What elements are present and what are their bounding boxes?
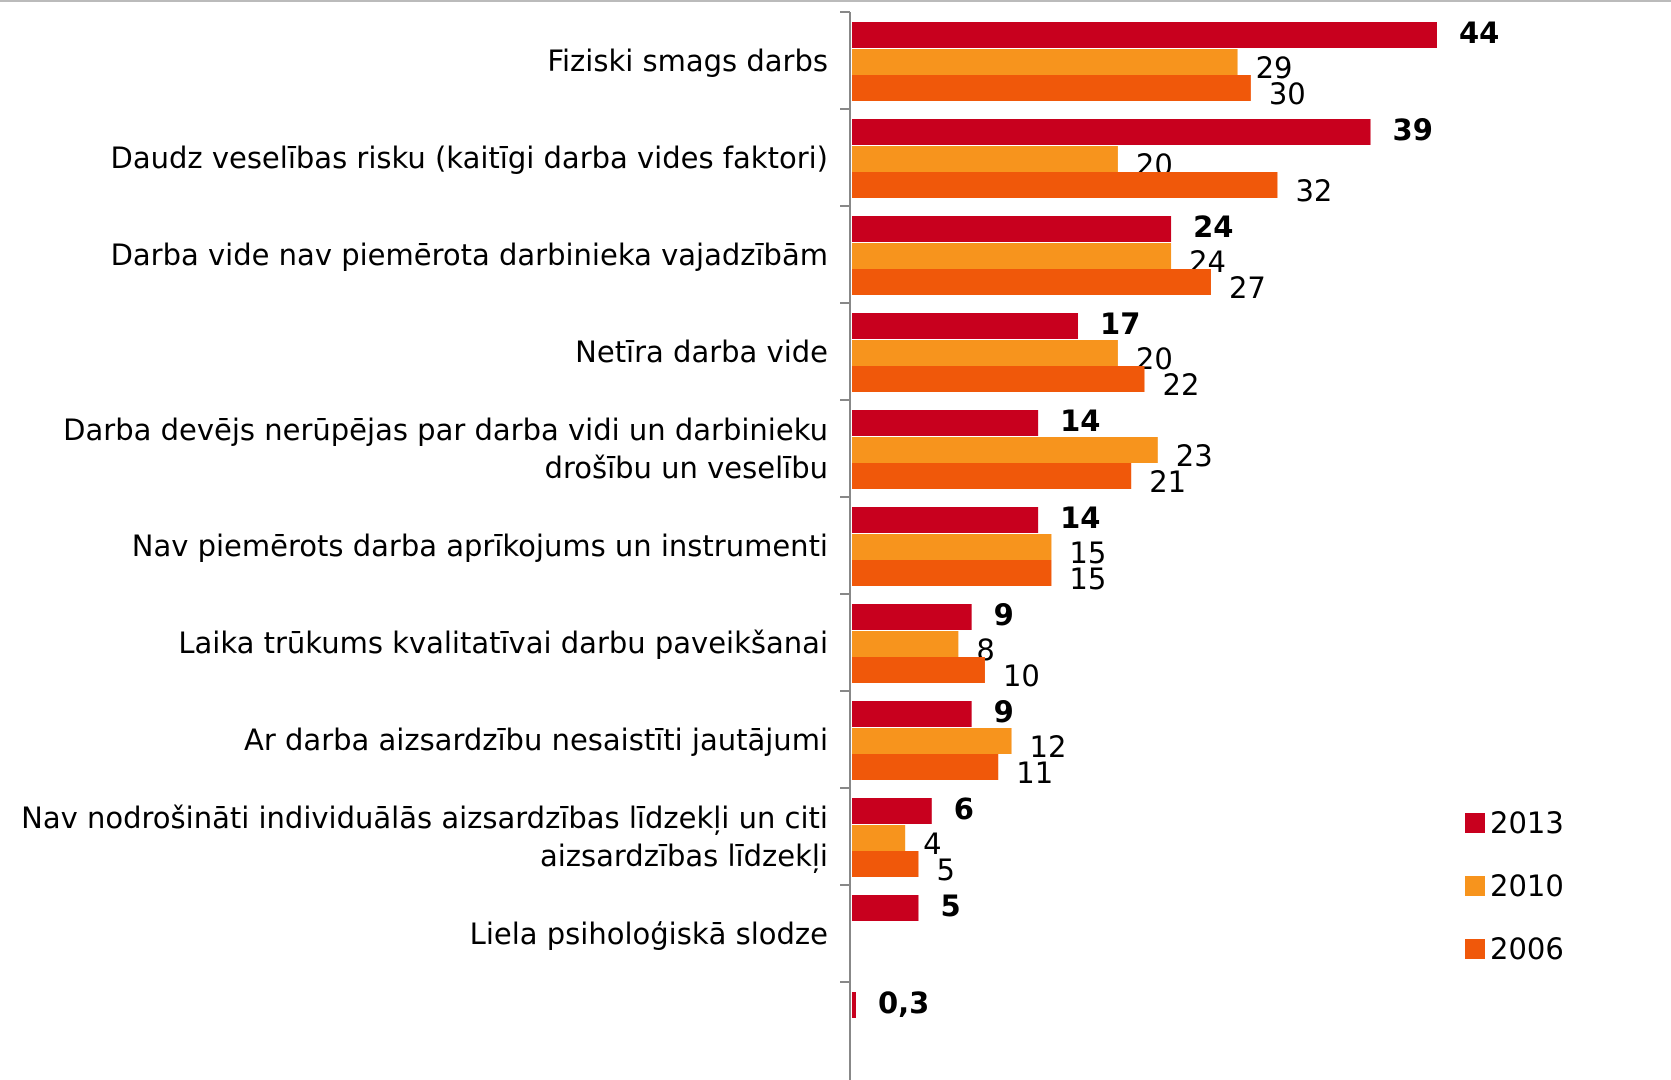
bar: [852, 754, 999, 780]
bar: [852, 507, 1039, 533]
legend-swatch: [1465, 813, 1485, 833]
bar: [852, 313, 1079, 339]
bar: [852, 216, 1172, 242]
legend-label: 2010: [1490, 869, 1564, 903]
bar: [852, 49, 1238, 75]
value-label: 4: [923, 827, 941, 861]
value-label: 12: [1030, 730, 1067, 764]
category-label: Darba vide nav piemērota darbinieka vaja…: [110, 237, 828, 272]
value-label: 14: [1060, 501, 1100, 535]
legend-swatch: [1465, 939, 1485, 959]
value-label: 9: [994, 695, 1014, 729]
bar: [852, 825, 906, 851]
bar: [852, 701, 972, 727]
value-label: 5: [936, 853, 954, 887]
value-label: 39: [1393, 113, 1433, 147]
bar: [852, 243, 1172, 269]
bar: [852, 631, 959, 657]
category-label: Nav piemērots darba aprīkojums un instru…: [131, 528, 828, 563]
bar: [852, 410, 1039, 436]
category-label: Nav nodrošināti individuālās aizsardzība…: [21, 800, 828, 873]
value-label: 44: [1459, 16, 1499, 50]
value-label: 30: [1269, 77, 1306, 111]
value-label: 10: [1003, 659, 1040, 693]
value-label: 21: [1149, 465, 1186, 499]
value-label: 9: [994, 598, 1014, 632]
value-label: 24: [1193, 210, 1233, 244]
value-label: 23: [1176, 439, 1213, 473]
bar: [852, 534, 1052, 560]
bar: [852, 340, 1118, 366]
bar: [852, 851, 919, 877]
category-label: Laika trūkums kvalitatīvai darbu paveikš…: [178, 625, 828, 660]
value-label: 0,3: [878, 986, 929, 1020]
category-label: Ar darba aizsardzību nesaistīti jautājum…: [244, 722, 828, 757]
bar: [852, 366, 1145, 392]
legend-label: 2013: [1490, 806, 1564, 840]
category-label: Darba devējs nerūpējas par darba vidi un…: [63, 412, 828, 485]
value-label: 27: [1229, 271, 1266, 305]
category-label: Netīra darba vide: [575, 334, 828, 369]
value-label: 14: [1060, 404, 1100, 438]
bar: [852, 728, 1012, 754]
bar: [852, 798, 932, 824]
value-label: 11: [1016, 756, 1053, 790]
legend-label: 2006: [1490, 932, 1564, 966]
bar: [852, 437, 1158, 463]
value-label: 29: [1256, 51, 1293, 85]
category-label: Liela psiholoģiskā slodze: [469, 916, 828, 951]
category-label: Fiziski smags darbs: [547, 43, 828, 78]
bar: [852, 604, 972, 630]
value-label: 5: [940, 889, 960, 923]
bar: [852, 657, 985, 683]
bar: [852, 172, 1278, 198]
value-label: 6: [954, 792, 974, 826]
value-label: 17: [1100, 307, 1140, 341]
bar: [852, 463, 1132, 489]
category-label: Daudz veselības risku (kaitīgi darba vid…: [110, 140, 828, 175]
bar: [852, 895, 919, 921]
bar: [852, 992, 856, 1018]
bar: [852, 119, 1371, 145]
bar: [852, 146, 1118, 172]
value-label: 15: [1069, 536, 1106, 570]
value-label: 15: [1069, 562, 1106, 596]
value-label: 22: [1163, 368, 1200, 402]
legend-swatch: [1465, 876, 1485, 896]
bar: [852, 560, 1052, 586]
bar: [852, 269, 1211, 295]
bar: [852, 75, 1251, 101]
bar: [852, 22, 1437, 48]
value-label: 32: [1295, 174, 1332, 208]
